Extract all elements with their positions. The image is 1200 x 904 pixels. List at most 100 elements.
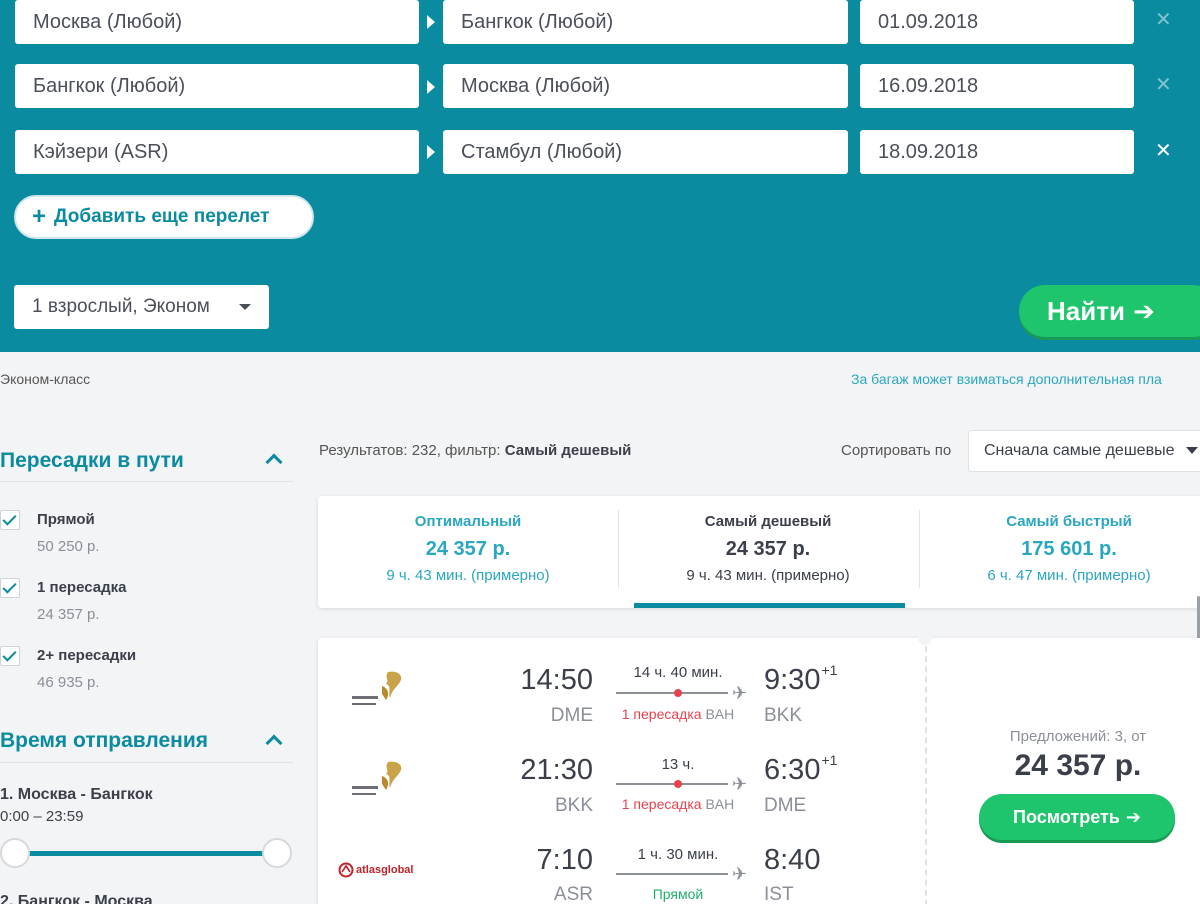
destination-value: Бангкок (Любой) [461,10,614,33]
origin-field-3[interactable]: Кэйзери (ASR) [15,130,419,174]
sort-select[interactable]: Сначала самые дешевые [968,430,1200,472]
destination-field-3[interactable]: Стамбул (Любой) [443,130,848,174]
chevron-up-icon[interactable] [265,453,283,471]
tab-optimal[interactable]: Оптимальный 24 357 р. 9 ч. 43 мин. (прим… [318,496,618,608]
caret-down-icon [239,304,251,310]
origin-field-2[interactable]: Бангкок (Любой) [15,64,419,108]
divider [0,762,293,763]
stops-count: Прямой [652,886,704,902]
stops-filter-title[interactable]: Пересадки в пути [0,449,184,472]
departure-time: 7:10 [536,844,593,876]
ticket-card[interactable]: 14:50 DME 14 ч. 40 мин. ✈ 1 пересадка BA… [318,631,1200,904]
gulf-air-logo [352,761,402,795]
stop-dot [674,780,682,788]
divider [618,510,619,588]
next-day-marker: +1 [821,752,838,768]
tab-price: 24 357 р. [425,538,511,560]
arrow-right-icon: ➔ [1125,806,1141,827]
stop-airport: BAH [705,796,735,812]
departure-time: 14:50 [520,664,593,696]
divider [919,510,920,588]
atlasglobal-logo: atlasglobal [338,860,418,880]
tab-fastest[interactable]: Самый быстрый 175 601 р. 6 ч. 47 мин. (п… [919,496,1200,608]
checkbox-direct[interactable] [0,510,20,530]
find-button[interactable]: Найти ➔ [1019,285,1200,337]
passengers-select[interactable]: 1 взрослый, Эконом [14,285,269,329]
chevron-up-icon[interactable] [265,734,283,752]
tab-duration: 6 ч. 47 мин. (примерно) [987,567,1151,584]
ticket-notch [918,631,932,645]
date-value: 01.09.2018 [878,10,979,33]
add-flight-label: Добавить еще перелет [54,206,270,227]
route-1-range: 0:00 – 23:59 [0,808,84,825]
date-value: 16.09.2018 [878,74,979,97]
baggage-note-link[interactable]: За багаж может взиматься дополнительная … [851,371,1162,387]
route-line [616,692,728,694]
next-day-marker: +1 [821,662,838,678]
destination-field-1[interactable]: Бангкок (Любой) [443,0,848,44]
stop-airport: BAH [705,706,735,722]
date-field-2[interactable]: 16.09.2018 [860,64,1134,108]
results-count-text: Результатов: 232, фильтр: [319,442,501,459]
route-arrow-icon [427,145,435,159]
view-offer-button[interactable]: Посмотреть ➔ [979,794,1175,840]
airline-name: atlasglobal [356,864,414,876]
close-icon[interactable]: ✕ [1155,9,1172,31]
origin-field-1[interactable]: Москва (Любой) [15,0,419,44]
time-range-slider[interactable] [14,851,278,856]
stops-count: 1 пересадка [621,796,702,812]
flight-duration: 14 ч. 40 мин. [633,664,723,681]
destination-field-2[interactable]: Москва (Любой) [443,64,848,108]
ticket-price: 24 357 р. [1014,749,1142,782]
plus-icon: + [32,203,47,230]
arrival-time-value: 8:40 [764,844,821,876]
caret-down-icon [1186,447,1198,454]
date-value: 18.09.2018 [878,140,979,163]
route-1-title: 1. Москва - Бангкок [0,786,153,803]
filter-two-plus-price: 46 935 р. [37,674,100,691]
tab-price: 175 601 р. [1021,538,1117,560]
slider-handle-end[interactable] [262,838,292,868]
close-icon[interactable]: ✕ [1155,140,1172,162]
slider-handle-start[interactable] [0,838,30,868]
checkbox-two-plus-stops[interactable] [0,646,20,666]
tab-title: Оптимальный [414,513,522,530]
departure-filter-title[interactable]: Время отправления [0,729,209,752]
date-field-3[interactable]: 18.09.2018 [860,130,1134,174]
gulf-air-logo [352,671,402,705]
ticket-divider [925,646,927,904]
stops-info: 1 пересадка BAH [598,706,758,722]
stop-dot [674,689,682,697]
filter-direct-price: 50 250 р. [37,538,100,555]
route-line [616,873,728,875]
tab-duration: 9 ч. 43 мин. (примерно) [386,567,550,584]
checkbox-one-stop[interactable] [0,578,20,598]
arrival-time: 9:30+1 [764,662,838,697]
tab-title: Самый дешевый [704,513,832,530]
close-icon[interactable]: ✕ [1155,74,1172,96]
plane-icon: ✈ [732,683,748,703]
origin-value: Бангкок (Любой) [33,74,186,97]
arrival-time-value: 9:30 [764,664,821,696]
origin-value: Кэйзери (ASR) [33,140,169,163]
filter-direct-label: Прямой [37,511,95,528]
date-field-1[interactable]: 01.09.2018 [860,0,1134,44]
arrival-time-value: 6:30 [764,754,821,786]
filter-one-stop-price: 24 357 р. [37,606,100,623]
search-panel: Москва (Любой) Бангкок (Любой) 01.09.201… [0,0,1200,352]
departure-airport: ASR [553,884,593,904]
tab-title: Самый быстрый [1006,513,1132,530]
filter-two-plus-label: 2+ пересадки [37,647,137,664]
add-flight-button[interactable]: + Добавить еще перелет [14,195,314,239]
atlasglobal-emblem-icon [338,862,354,878]
origin-value: Москва (Любой) [33,10,183,33]
active-tab-indicator [634,603,905,608]
flight-duration: 1 ч. 30 мин. [637,846,719,863]
departure-airport: BKK [554,795,593,816]
departure-airport: DME [550,705,593,726]
tab-cheapest[interactable]: Самый дешевый 24 357 р. 9 ч. 43 мин. (пр… [618,496,918,608]
stops-count: 1 пересадка [621,706,702,722]
sort-tabs: Оптимальный 24 357 р. 9 ч. 43 мин. (прим… [318,496,1200,608]
filter-one-stop-label: 1 пересадка [37,579,127,596]
destination-value: Москва (Любой) [461,74,611,97]
